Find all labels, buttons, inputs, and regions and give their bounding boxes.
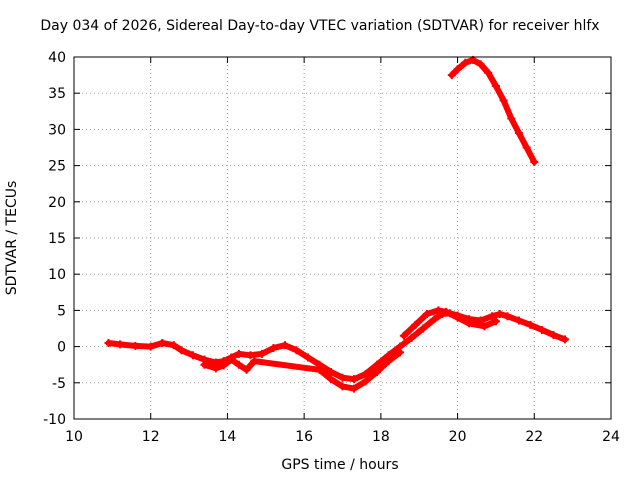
data-point [373,360,382,369]
data-point [522,143,531,152]
data-point [537,325,546,334]
data-point [338,373,347,382]
data-point [169,341,178,350]
data-point [503,312,512,321]
data-point [549,331,558,340]
data-point [461,58,470,67]
data-point [430,315,439,324]
data-point [560,335,569,344]
data-point [491,81,500,90]
data-point [507,114,516,123]
data-point [422,310,431,319]
data-point [227,355,236,364]
data-point [419,324,428,333]
y-tick-label: 20 [48,195,66,211]
data-point [219,361,228,370]
data-point [315,365,324,374]
y-tick-label: 15 [48,231,66,247]
data-point [269,344,278,353]
data-point [491,317,500,326]
data-point [442,307,451,316]
data-point [361,377,370,386]
data-point [526,320,535,329]
data-point [246,351,255,360]
data-point [303,353,312,362]
data-point [476,60,485,69]
data-point [326,375,335,384]
data-point [384,357,393,366]
data-point [234,349,243,358]
x-tick-label: 24 [602,429,620,445]
x-tick-label: 22 [525,429,543,445]
data-point [488,312,497,321]
data-point [396,348,405,357]
data-point [361,370,370,379]
x-tick-label: 18 [372,429,390,445]
data-point [211,364,220,373]
grid-lines [74,57,611,419]
data-point [373,367,382,376]
y-tick-label: 30 [48,122,66,138]
chart-title: Day 034 of 2026, Sidereal Day-to-day VTE… [40,18,600,34]
data-point [158,338,167,347]
data-point [280,341,289,350]
data-point [499,96,508,105]
data-point [131,341,140,350]
data-point [292,346,301,355]
data-point [146,342,155,351]
y-tick-label: -10 [43,412,66,428]
x-tick-label: 20 [449,429,467,445]
data-point [514,129,523,138]
data-point [104,338,113,347]
y-tick-label: 25 [48,159,66,175]
data-point [465,319,474,328]
y-tick-label: 40 [48,50,66,66]
data-point [250,357,259,366]
data-point [338,382,347,391]
y-tick-label: 10 [48,267,66,283]
data-point [350,384,359,393]
data-point [453,313,462,322]
data-point [484,68,493,77]
x-tick-label: 14 [219,429,237,445]
data-point [234,360,243,369]
data-point [434,306,443,315]
y-tick-labels: -10 -5 0 5 10 15 20 25 30 35 40 [43,50,66,428]
y-tick-label: -5 [52,376,66,392]
data-point [177,346,186,355]
data-point [399,331,408,340]
data-point [514,316,523,325]
data-point [453,65,462,74]
axis-ticks [73,56,612,420]
x-tick-label: 10 [65,429,83,445]
x-tick-label: 16 [295,429,313,445]
data-point [350,375,359,384]
data-point [200,360,209,369]
data-point [407,333,416,342]
data-point [447,71,456,80]
data-point [495,310,504,319]
x-axis-label: GPS time / hours [281,457,399,473]
x-tick-label: 12 [142,429,160,445]
y-tick-label: 5 [57,303,66,319]
data-point [116,340,125,349]
y-tick-label: 0 [57,340,66,356]
data-point [188,351,197,360]
data-point [411,320,420,329]
series-line-3 [448,56,538,165]
x-tick-labels: 10 12 14 16 18 20 22 24 [65,429,620,445]
data-point [530,157,539,166]
data-point [257,349,266,358]
data-point [480,322,489,331]
y-tick-label: 35 [48,86,66,102]
data-point [242,365,251,374]
data-point [326,367,335,376]
y-axis-label: SDTVAR / TECUs [4,180,20,296]
series-layer [104,55,569,393]
